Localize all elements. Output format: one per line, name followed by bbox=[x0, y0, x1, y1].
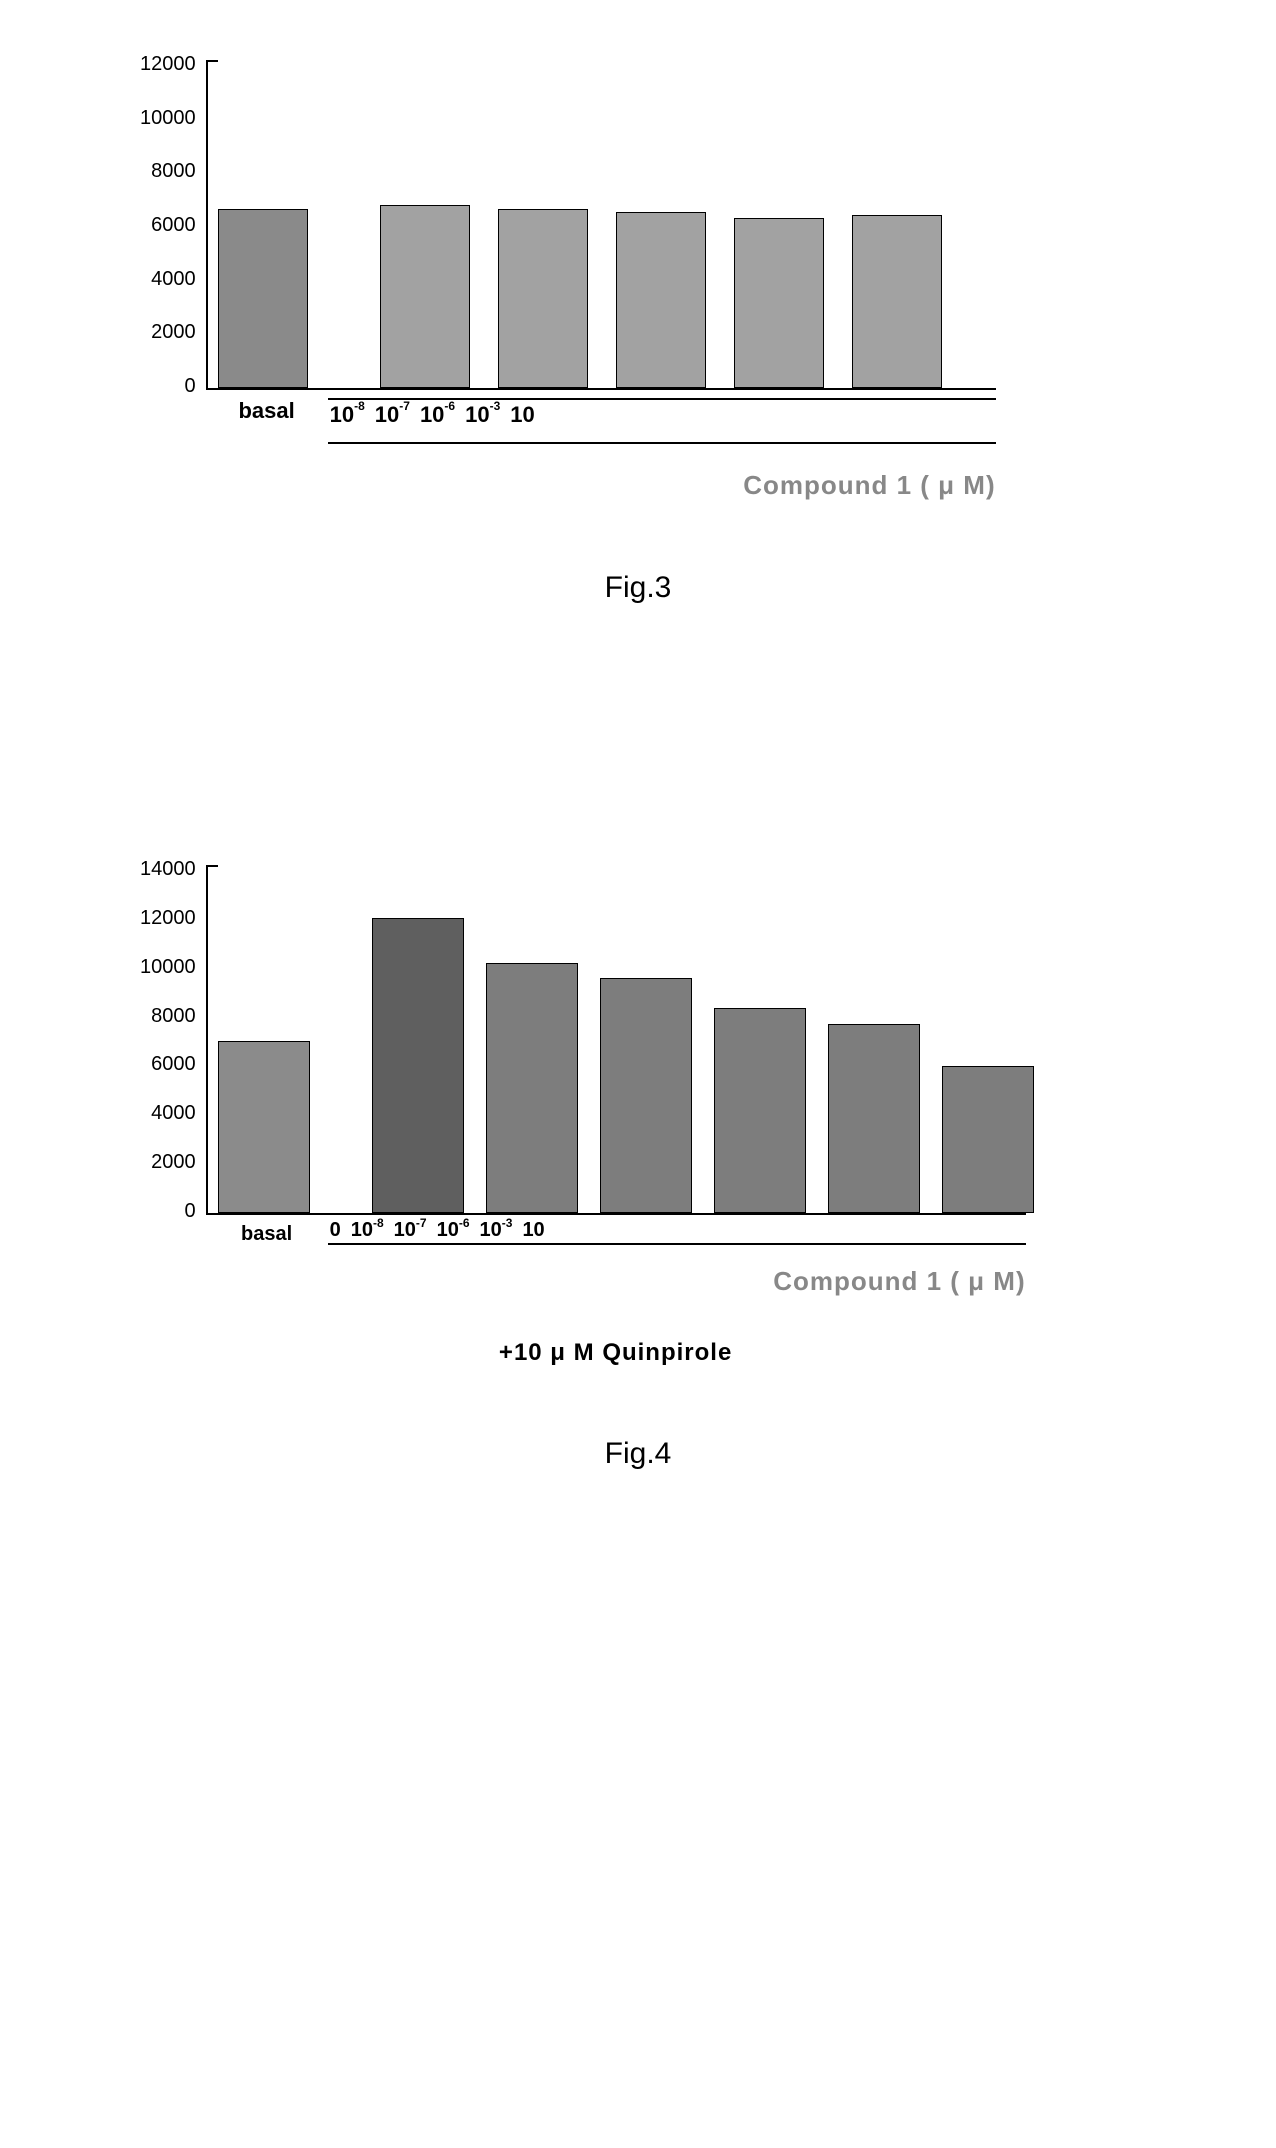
y-tick-label: 6000 bbox=[151, 1054, 196, 1074]
conc-label: 10-6 bbox=[437, 1219, 470, 1242]
bar-slot bbox=[616, 60, 706, 388]
fig3-y-axis: 12000 10000 8000 6000 4000 2000 0 bbox=[140, 54, 206, 396]
bar bbox=[372, 918, 464, 1213]
bar-slot bbox=[600, 865, 692, 1213]
conc-label: 10-7 bbox=[394, 1219, 427, 1242]
fig3-conc-labels: 10-8 10-7 10-6 10-3 10 bbox=[328, 402, 996, 428]
y-tick-label: 10000 bbox=[140, 108, 196, 128]
fig4-plot-area bbox=[206, 865, 1026, 1215]
bar bbox=[734, 218, 824, 389]
conc-label: 10-8 bbox=[351, 1219, 384, 1242]
fig4-conc-group: 010-810-710-610-310 Compound 1 ( μ M) bbox=[328, 1223, 1026, 1297]
y-tick-label: 12000 bbox=[140, 908, 196, 928]
bar bbox=[218, 209, 308, 388]
conc-label: 10-6 bbox=[420, 402, 455, 428]
bar-slot bbox=[218, 60, 308, 388]
y-tick-label: 6000 bbox=[151, 215, 196, 235]
fig4-conc-labels: 0 10-8 10-7 10-6 10-3 10 bbox=[328, 1219, 1026, 1242]
bar-slot bbox=[714, 865, 806, 1213]
bar-slot bbox=[828, 865, 920, 1213]
bar bbox=[942, 1066, 1034, 1214]
bar-slot bbox=[372, 865, 464, 1213]
fig4-basal-label: basal bbox=[206, 1223, 328, 1246]
bar-slot bbox=[942, 865, 1034, 1213]
fig3-chart: 120001000080006000400020000 basal 10-810… bbox=[140, 60, 1136, 501]
fig4-quinpirole-label: +10 μ M Quinpirole bbox=[206, 1339, 1026, 1367]
fig4-y-axis: 14000 12000 10000 8000 6000 4000 2000 0 bbox=[140, 859, 206, 1221]
y-tick-label: 4000 bbox=[151, 1103, 196, 1123]
conc-label: 10 bbox=[510, 402, 534, 428]
fig3-bars-container bbox=[208, 60, 996, 388]
fig4-chart: 14000120001000080006000400020000 basal 0… bbox=[140, 865, 1136, 1367]
bar-slot bbox=[734, 60, 824, 388]
bar-slot bbox=[218, 865, 310, 1213]
fig3-x-axis: basal 10-8 10-7 10-6 10-3 10 Compound 1 ( μ … bbox=[206, 398, 996, 501]
conc-label: 0 bbox=[330, 1219, 341, 1242]
conc-label: 10-3 bbox=[480, 1219, 513, 1242]
fig3-caption: Fig.3 bbox=[140, 571, 1136, 605]
fig3-plot-outer: basal 10-8 10-7 10-6 10-3 10 Compound 1 ( μ … bbox=[206, 60, 996, 501]
y-tick-label: 8000 bbox=[151, 161, 196, 181]
fig4-caption: Fig.4 bbox=[140, 1437, 1136, 1471]
fig4-x-axis: basal 010-810-710-610-310 Compound 1 ( μ… bbox=[206, 1223, 1026, 1297]
figure-4: 14000120001000080006000400020000 basal 0… bbox=[140, 865, 1136, 1471]
bar-slot bbox=[380, 60, 470, 388]
y-tick-label: 12000 bbox=[140, 54, 196, 74]
bar bbox=[600, 978, 692, 1213]
bar bbox=[218, 1041, 310, 1214]
y-tick-label: 0 bbox=[185, 1201, 196, 1221]
figure-3: 120001000080006000400020000 basal 10-810… bbox=[140, 60, 1136, 605]
conc-label: 10-7 bbox=[375, 402, 410, 428]
fig3-compound-label: Compound 1 ( μ M) bbox=[328, 470, 996, 501]
conc-label: 10-8 bbox=[330, 402, 365, 428]
group-line-bottom-icon bbox=[328, 442, 996, 444]
bar-slot bbox=[486, 865, 578, 1213]
fig3-conc-group: 10-8 10-7 10-6 10-3 10 Compound 1 ( μ M) bbox=[328, 398, 996, 501]
conc-label: 10-3 bbox=[465, 402, 500, 428]
bar bbox=[498, 209, 588, 388]
bar bbox=[380, 205, 470, 388]
bar bbox=[714, 1008, 806, 1213]
y-tick-label: 2000 bbox=[151, 322, 196, 342]
fig3-plot-area bbox=[206, 60, 996, 390]
y-tick-label: 0 bbox=[185, 376, 196, 396]
y-tick-label: 10000 bbox=[140, 957, 196, 977]
bar bbox=[616, 212, 706, 388]
y-tick-label: 8000 bbox=[151, 1006, 196, 1026]
bar-slot bbox=[498, 60, 588, 388]
fig3-basal-label: basal bbox=[206, 398, 328, 424]
group-line-top-icon bbox=[328, 1243, 1026, 1245]
bar-slot bbox=[852, 60, 942, 388]
fig4-bars-container bbox=[208, 865, 1026, 1213]
conc-label: 10 bbox=[522, 1219, 544, 1242]
y-tick-label: 14000 bbox=[140, 859, 196, 879]
fig4-plot-outer: basal 010-810-710-610-310 Compound 1 ( μ… bbox=[206, 865, 1026, 1367]
group-line-top-icon bbox=[328, 398, 996, 400]
bar bbox=[852, 215, 942, 388]
fig4-compound-label: Compound 1 ( μ M) bbox=[328, 1266, 1026, 1297]
y-tick-label: 4000 bbox=[151, 269, 196, 289]
bar bbox=[828, 1024, 920, 1213]
y-tick-label: 2000 bbox=[151, 1152, 196, 1172]
bar bbox=[486, 963, 578, 1213]
